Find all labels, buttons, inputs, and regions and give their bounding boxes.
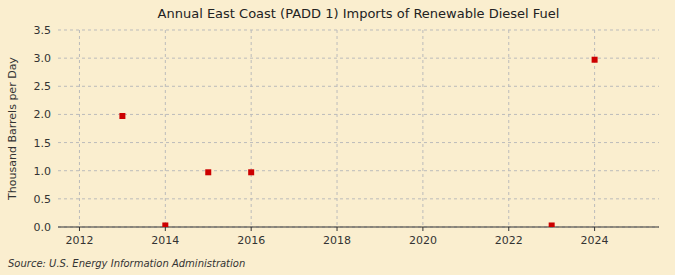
x-grid-line xyxy=(79,30,80,227)
x-tick-label: 2014 xyxy=(151,234,179,247)
x-grid-line xyxy=(508,30,509,227)
x-tick-label: 2022 xyxy=(495,234,523,247)
y-tick-label: 1.5 xyxy=(34,137,52,150)
x-tick-label: 2012 xyxy=(65,234,93,247)
point xyxy=(549,222,555,227)
y-grid-line xyxy=(58,142,659,143)
y-grid-line xyxy=(58,114,659,115)
x-grid-line xyxy=(422,30,423,227)
x-tick xyxy=(508,227,509,231)
y-axis-label: Thousand Barrels per Day xyxy=(6,57,19,201)
y-tick-label: 0.0 xyxy=(34,221,52,234)
y-tick-label: 3.0 xyxy=(34,52,52,65)
points xyxy=(119,57,597,227)
x-tick xyxy=(251,227,252,231)
axes: 0.0 0.5 1.0 1.5 2.0 2.5 3.0 3.5 2012 2014 2016 2018… xyxy=(34,24,660,247)
x-grid-line xyxy=(337,30,338,227)
grid xyxy=(58,30,659,227)
point xyxy=(248,169,254,175)
y-grid-line xyxy=(58,227,659,228)
x-tick-label: 2024 xyxy=(581,234,609,247)
y-tick-label: 2.0 xyxy=(34,108,52,121)
x-tick xyxy=(165,227,166,231)
x-tick xyxy=(422,227,423,231)
title: Annual East Coast (PADD 1) Imports of Re… xyxy=(158,6,560,21)
point xyxy=(592,57,598,63)
point xyxy=(119,113,125,119)
y-tick-label: 0.5 xyxy=(34,193,52,206)
x-tick-label: 2018 xyxy=(323,234,351,247)
y-grid-line xyxy=(58,30,659,31)
x-grid-line xyxy=(165,30,166,227)
source: Source: U.S. Energy Information Administ… xyxy=(8,258,245,269)
x-grid-line xyxy=(251,30,252,227)
x-tick xyxy=(594,227,595,231)
chart: 0.0 0.5 1.0 1.5 2.0 2.5 3.0 3.5 2012 2014 2016 2018… xyxy=(0,0,675,275)
point xyxy=(205,169,211,175)
y-tick-label: 3.5 xyxy=(34,24,52,37)
y-grid-line xyxy=(58,170,659,171)
x-tick xyxy=(337,227,338,231)
point xyxy=(162,222,168,227)
x-tick xyxy=(79,227,80,231)
y-grid-line xyxy=(58,198,659,199)
x-tick-label: 2016 xyxy=(237,234,265,247)
background xyxy=(0,0,675,275)
x-tick-label: 2020 xyxy=(409,234,437,247)
x-axis-line xyxy=(58,227,659,228)
y-tick-label: 1.0 xyxy=(34,165,52,178)
y-tick-label: 2.5 xyxy=(34,80,52,93)
y-grid-line xyxy=(58,86,659,87)
y-grid-line xyxy=(58,58,659,59)
